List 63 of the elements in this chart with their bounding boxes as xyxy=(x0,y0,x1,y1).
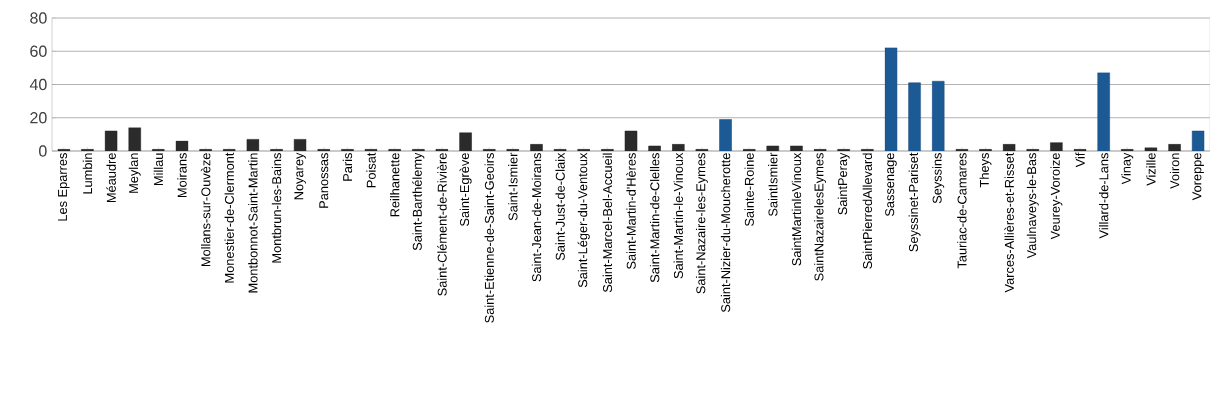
bar xyxy=(104,130,118,151)
x-tick-label: Seyssins xyxy=(932,153,945,204)
x-tick-label: Saint-Nazaire-les-Eymes xyxy=(695,153,708,294)
y-tick-label: 40 xyxy=(29,78,47,91)
x-tick-label: Vaulnaveys-le-Bas xyxy=(1026,153,1039,259)
x-tick-label: Meylan xyxy=(128,153,141,193)
x-tick-label: Sassenage xyxy=(885,153,897,217)
x-tick-label: Saint-Martin-d'Hères xyxy=(626,153,636,269)
x-tick-label: Seyssinet-Pariset xyxy=(908,152,921,252)
x-tick-label: Saint-Clément-de-Rivière xyxy=(437,153,447,296)
x-tick-label: Montbonnot-Saint-Martin xyxy=(248,153,258,293)
x-tick-label: Veurey-Voroize xyxy=(1050,153,1063,240)
bar xyxy=(530,144,543,151)
bar xyxy=(884,47,898,151)
x-tick-label: Saint-Martin-le-Vinoux xyxy=(673,152,683,279)
x-tick-label: Sainte-Roine xyxy=(744,153,754,227)
x-tick-label: Panossas xyxy=(319,153,329,208)
x-tick-label: Méaudre xyxy=(106,153,116,203)
x-tick-label: SaintMartinleVinoux xyxy=(791,152,802,266)
x-tick-label: Vinay xyxy=(1121,152,1134,185)
x-tick-label: Millau xyxy=(153,153,164,185)
bar xyxy=(1191,130,1205,151)
x-tick-label: Noyarey xyxy=(294,152,306,200)
y-tick-label: 80 xyxy=(30,12,47,24)
x-tick-label: Lumbin xyxy=(82,153,93,194)
x-tick-label: Voiron xyxy=(1169,153,1180,189)
x-tick-label: Vif xyxy=(1075,152,1085,168)
bar xyxy=(931,80,945,151)
x-tick-label: Saint-Jean-de-Moirans xyxy=(531,153,542,282)
x-tick-label: Saint-Egrève xyxy=(459,153,472,227)
x-tick-label: SaintPierredAllevard xyxy=(862,153,873,269)
x-tick-label: Villard-de-Lans xyxy=(1098,153,1109,239)
x-tick-label: Saint-Barthélemy xyxy=(412,152,425,251)
x-tick-label: SaintNazairelesEymes xyxy=(814,153,827,281)
x-tick-label: Reilhanette xyxy=(389,153,400,217)
bar xyxy=(672,144,685,151)
x-tick-label: Les Eparres xyxy=(58,153,70,221)
bar xyxy=(1002,144,1016,151)
x-tick-label: SaintIsmier xyxy=(768,152,778,217)
x-tick-label: Saint-Just-de-Claix xyxy=(555,152,565,261)
x-tick-label: Saint-Marcel-Bel-Accueil xyxy=(602,153,613,293)
x-tick-label: Tauriac-de-Camares xyxy=(957,153,967,269)
x-tick-label: Varces-Allières-et-Risset xyxy=(1004,152,1014,293)
x-tick-label: Voreppe xyxy=(1192,153,1204,201)
x-tick-label: Mollans-sur-Ouvèze xyxy=(200,153,211,267)
x-tick-label: Monestier-de-Clermont xyxy=(224,152,234,283)
x-tick-label: SaintPeray xyxy=(837,152,850,215)
x-tick-label: Moirans xyxy=(177,153,187,198)
y-tick-label: 20 xyxy=(30,112,47,124)
x-tick-label: Saint-Léger-du-Ventoux xyxy=(577,152,590,288)
x-tick-label: Montbrun-les-Bains xyxy=(271,153,282,263)
y-tick-label: 0 xyxy=(39,145,47,157)
x-tick-label: Vizille xyxy=(1146,153,1156,186)
x-tick-label: Poisat xyxy=(366,152,376,188)
y-tick-label: 60 xyxy=(30,45,47,57)
x-tick-label: Paris xyxy=(342,153,353,181)
bar xyxy=(719,119,732,151)
x-tick-label: Saint-Martin-de-Clelles xyxy=(649,153,660,283)
x-tick-label: Saint-Etienne-de-Saint-Geoirs xyxy=(484,153,494,323)
x-tick-label: Saint-Nizier-du-Moucherotte xyxy=(720,153,731,313)
x-tick-label: Saint-Ismier xyxy=(508,152,518,221)
x-tick-label: Theys xyxy=(979,153,992,188)
bar xyxy=(175,140,189,151)
